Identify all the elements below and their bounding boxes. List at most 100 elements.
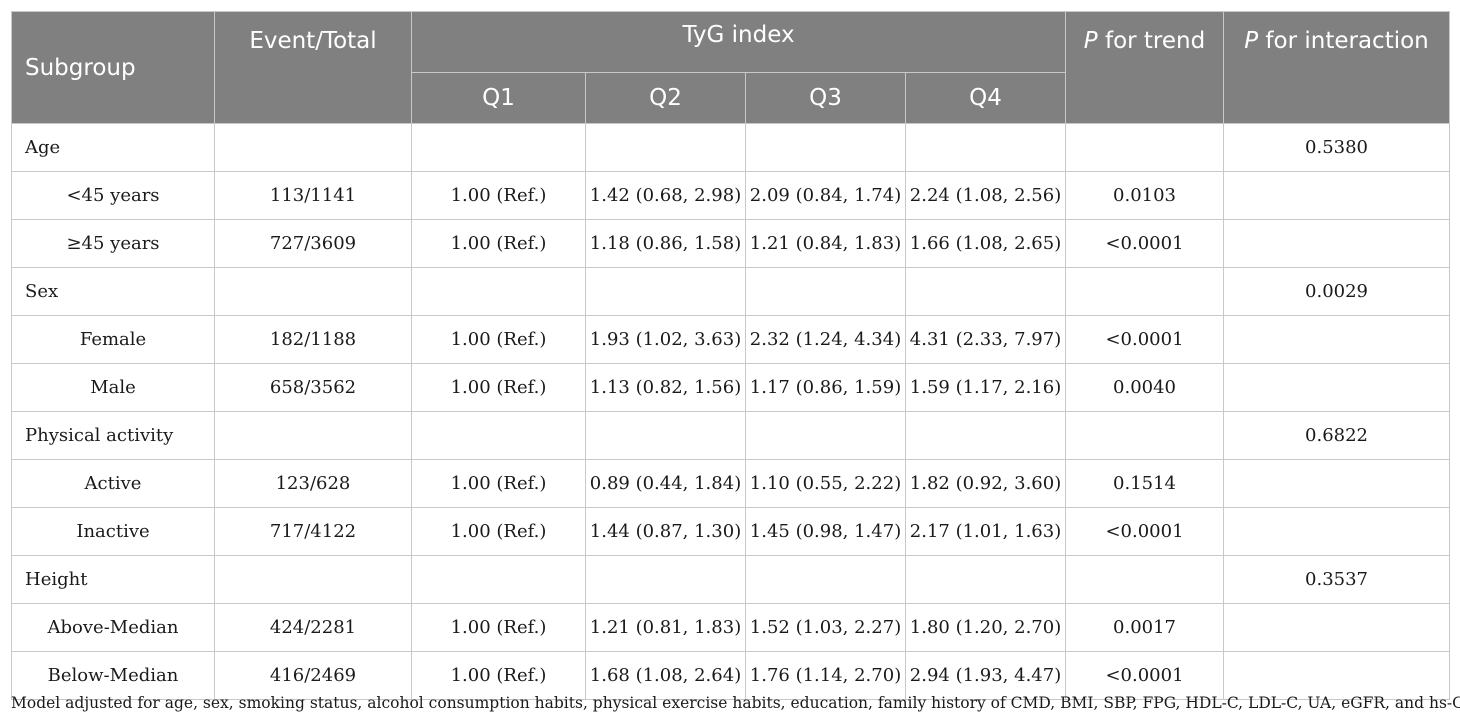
event-total-cell: 727/3609 bbox=[214, 219, 412, 268]
q3-cell bbox=[745, 123, 906, 172]
q4-cell: 4.31 (2.33, 7.97) bbox=[904, 315, 1067, 364]
header-q2: Q2 bbox=[585, 72, 746, 124]
q1-cell bbox=[411, 267, 586, 316]
p-trend-cell: <0.0001 bbox=[1065, 219, 1225, 268]
group-label: Physical activity bbox=[11, 411, 215, 460]
subgroup-label: Inactive bbox=[11, 507, 215, 556]
q2-cell: 1.93 (1.02, 3.63) bbox=[585, 315, 746, 364]
q1-cell: 1.00 (Ref.) bbox=[411, 507, 586, 556]
p-interaction-cell bbox=[1223, 603, 1451, 652]
q4-cell: 1.80 (1.20, 2.70) bbox=[904, 603, 1067, 652]
p-trend-cell: <0.0001 bbox=[1065, 315, 1225, 364]
table-row: Female 182/1188 1.00 (Ref.) 1.93 (1.02, … bbox=[11, 315, 1451, 364]
q1-cell: 1.00 (Ref.) bbox=[411, 459, 586, 508]
p-interaction-cell bbox=[1223, 507, 1451, 556]
q2-cell: 1.21 (0.81, 1.83) bbox=[585, 603, 746, 652]
header-p-for-interaction: P for interaction bbox=[1223, 11, 1451, 124]
q1-cell: 1.00 (Ref.) bbox=[411, 363, 586, 412]
table-row: Height 0.3537 bbox=[11, 555, 1451, 604]
event-total-cell bbox=[214, 123, 412, 172]
p-interaction-cell bbox=[1223, 315, 1451, 364]
subgroup-label: Below-Median bbox=[11, 651, 215, 700]
event-total-cell: 182/1188 bbox=[214, 315, 412, 364]
q3-cell: 1.76 (1.14, 2.70) bbox=[745, 651, 906, 700]
event-total-cell bbox=[214, 555, 412, 604]
table-row: Inactive 717/4122 1.00 (Ref.) 1.44 (0.87… bbox=[11, 507, 1451, 556]
table-row: Active 123/628 1.00 (Ref.) 0.89 (0.44, 1… bbox=[11, 459, 1451, 508]
header-p-interaction-rest: for interaction bbox=[1258, 28, 1429, 54]
p-trend-cell bbox=[1065, 411, 1225, 460]
q2-cell bbox=[585, 267, 746, 316]
q1-cell: 1.00 (Ref.) bbox=[411, 171, 586, 220]
header-tyg-index: TyG index bbox=[410, 11, 1067, 73]
event-total-cell bbox=[214, 267, 412, 316]
q3-cell: 2.32 (1.24, 4.34) bbox=[745, 315, 906, 364]
q1-cell bbox=[411, 555, 586, 604]
q3-cell bbox=[745, 555, 906, 604]
p-interaction-cell bbox=[1223, 363, 1451, 412]
p-interaction-cell bbox=[1223, 459, 1451, 508]
header-p-interaction-p: P bbox=[1244, 28, 1259, 54]
p-trend-cell bbox=[1065, 267, 1225, 316]
event-total-cell: 717/4122 bbox=[214, 507, 412, 556]
header-p-trend-p: P bbox=[1083, 28, 1098, 54]
p-interaction-cell bbox=[1223, 219, 1451, 268]
q4-cell: 1.59 (1.17, 2.16) bbox=[904, 363, 1067, 412]
q1-cell: 1.00 (Ref.) bbox=[411, 315, 586, 364]
q2-cell bbox=[585, 411, 746, 460]
event-total-cell: 658/3562 bbox=[214, 363, 412, 412]
header-p-trend-rest: for trend bbox=[1097, 28, 1206, 54]
group-label: Age bbox=[11, 123, 215, 172]
q4-cell: 2.24 (1.08, 2.56) bbox=[904, 171, 1067, 220]
q3-cell: 1.45 (0.98, 1.47) bbox=[745, 507, 906, 556]
q4-cell bbox=[904, 555, 1067, 604]
table-header: Subgroup Event/Total TyG index P for tre… bbox=[11, 11, 1451, 124]
q4-cell bbox=[904, 411, 1067, 460]
q2-cell: 0.89 (0.44, 1.84) bbox=[585, 459, 746, 508]
table-row: <45 years 113/1141 1.00 (Ref.) 1.42 (0.6… bbox=[11, 171, 1451, 220]
p-interaction-cell bbox=[1223, 171, 1451, 220]
q3-cell: 1.10 (0.55, 2.22) bbox=[745, 459, 906, 508]
table-row: Below-Median 416/2469 1.00 (Ref.) 1.68 (… bbox=[11, 651, 1451, 700]
q3-cell bbox=[745, 411, 906, 460]
subgroup-analysis-table-container: Subgroup Event/Total TyG index P for tre… bbox=[11, 11, 1451, 700]
header-p-for-trend: P for trend bbox=[1065, 11, 1225, 124]
p-trend-cell: 0.0103 bbox=[1065, 171, 1225, 220]
q2-cell: 1.42 (0.68, 2.98) bbox=[585, 171, 746, 220]
header-q1: Q1 bbox=[411, 72, 586, 124]
subgroup-label: Female bbox=[11, 315, 215, 364]
p-interaction-cell: 0.0029 bbox=[1223, 267, 1451, 316]
p-trend-cell: <0.0001 bbox=[1065, 507, 1225, 556]
table-row: Physical activity 0.6822 bbox=[11, 411, 1451, 460]
p-interaction-cell: 0.3537 bbox=[1223, 555, 1451, 604]
p-trend-cell: <0.0001 bbox=[1065, 651, 1225, 700]
q4-cell: 1.82 (0.92, 3.60) bbox=[904, 459, 1067, 508]
q3-cell: 1.52 (1.03, 2.27) bbox=[745, 603, 906, 652]
p-trend-cell: 0.0017 bbox=[1065, 603, 1225, 652]
q1-cell bbox=[411, 123, 586, 172]
p-interaction-cell bbox=[1223, 651, 1451, 700]
q1-cell: 1.00 (Ref.) bbox=[411, 651, 586, 700]
q2-cell: 1.68 (1.08, 2.64) bbox=[585, 651, 746, 700]
q4-cell: 1.66 (1.08, 2.65) bbox=[904, 219, 1067, 268]
table-row: Age 0.5380 bbox=[11, 123, 1451, 172]
p-trend-cell: 0.1514 bbox=[1065, 459, 1225, 508]
event-total-cell: 424/2281 bbox=[214, 603, 412, 652]
q1-cell: 1.00 (Ref.) bbox=[411, 219, 586, 268]
q1-cell bbox=[411, 411, 586, 460]
q3-cell: 2.09 (0.84, 1.74) bbox=[745, 171, 906, 220]
q3-cell: 1.21 (0.84, 1.83) bbox=[745, 219, 906, 268]
subgroup-label: Male bbox=[11, 363, 215, 412]
table-footnote: Model adjusted for age, sex, smoking sta… bbox=[11, 694, 1460, 712]
p-interaction-cell: 0.6822 bbox=[1223, 411, 1451, 460]
q2-cell bbox=[585, 555, 746, 604]
subgroup-label: <45 years bbox=[11, 171, 215, 220]
q3-cell: 1.17 (0.86, 1.59) bbox=[745, 363, 906, 412]
q4-cell bbox=[904, 267, 1067, 316]
header-q4: Q4 bbox=[904, 72, 1067, 124]
group-label: Height bbox=[11, 555, 215, 604]
table-body: Age 0.5380 <45 years 113/1141 1.00 (Ref.… bbox=[11, 123, 1451, 700]
table-row: ≥45 years 727/3609 1.00 (Ref.) 1.18 (0.8… bbox=[11, 219, 1451, 268]
event-total-cell: 123/628 bbox=[214, 459, 412, 508]
table-row: Male 658/3562 1.00 (Ref.) 1.13 (0.82, 1.… bbox=[11, 363, 1451, 412]
